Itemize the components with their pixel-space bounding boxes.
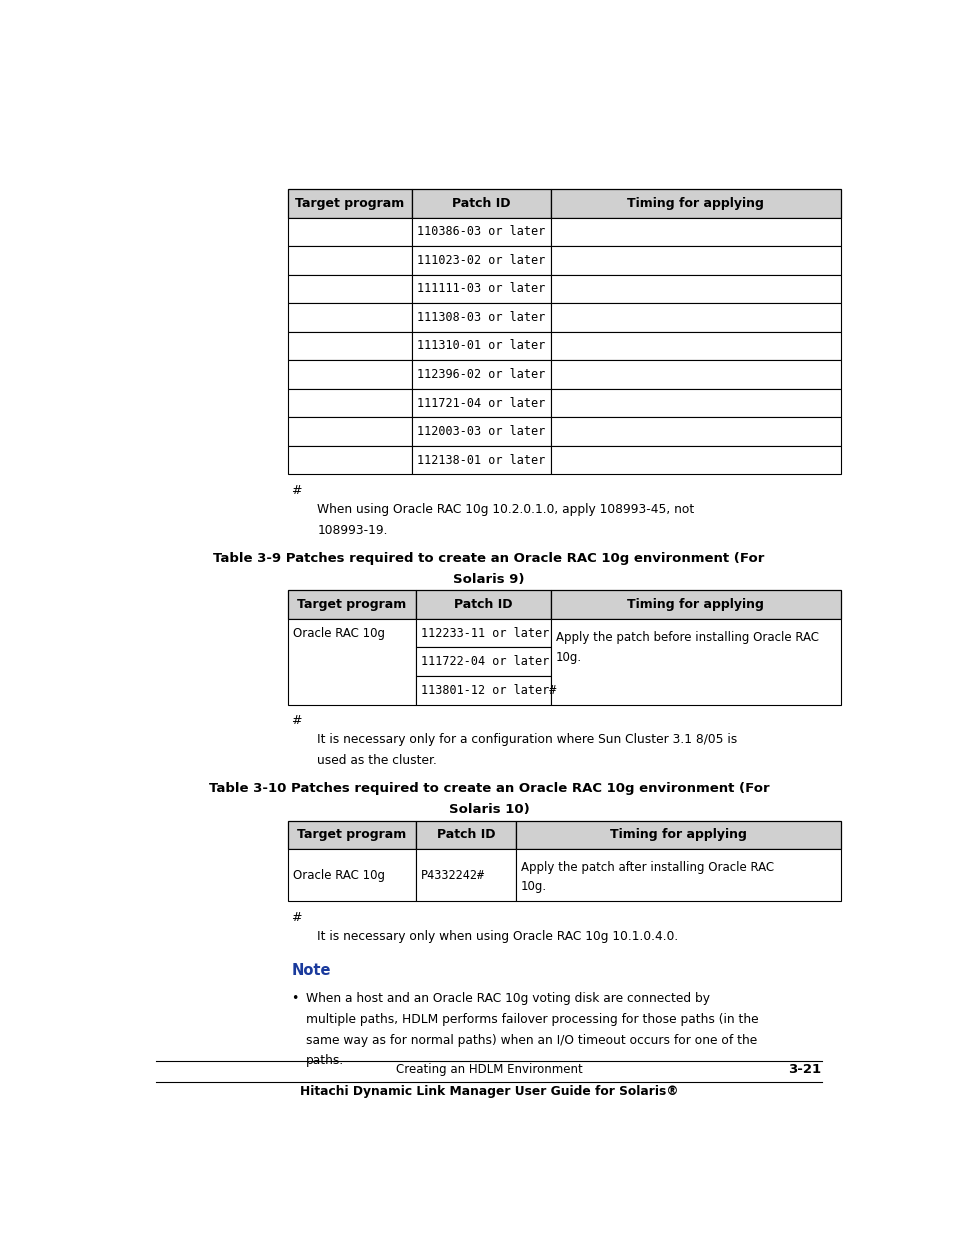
Text: P4332242#: P4332242# (420, 868, 484, 882)
FancyBboxPatch shape (516, 820, 840, 848)
Text: 10g.: 10g. (520, 881, 547, 893)
FancyBboxPatch shape (412, 189, 550, 217)
FancyBboxPatch shape (412, 361, 550, 389)
FancyBboxPatch shape (550, 446, 840, 474)
FancyBboxPatch shape (550, 189, 840, 217)
FancyBboxPatch shape (416, 848, 516, 902)
Text: used as the cluster.: used as the cluster. (317, 753, 436, 767)
FancyBboxPatch shape (288, 217, 412, 246)
FancyBboxPatch shape (288, 246, 412, 274)
Text: Hitachi Dynamic Link Manager User Guide for Solaris®: Hitachi Dynamic Link Manager User Guide … (299, 1084, 678, 1098)
Text: 108993-19.: 108993-19. (317, 524, 388, 537)
FancyBboxPatch shape (416, 820, 516, 848)
FancyBboxPatch shape (550, 332, 840, 361)
FancyBboxPatch shape (550, 274, 840, 304)
Text: 112138-01 or later: 112138-01 or later (417, 453, 545, 467)
FancyBboxPatch shape (416, 619, 550, 647)
FancyBboxPatch shape (288, 274, 412, 304)
Text: Patch ID: Patch ID (454, 598, 512, 611)
Text: 113801-12 or later#: 113801-12 or later# (420, 684, 556, 697)
FancyBboxPatch shape (288, 417, 412, 446)
FancyBboxPatch shape (550, 619, 840, 704)
FancyBboxPatch shape (412, 389, 550, 417)
Text: 111023-02 or later: 111023-02 or later (417, 254, 545, 267)
Text: Target program: Target program (296, 829, 406, 841)
Text: multiple paths, HDLM performs failover processing for those paths (in the: multiple paths, HDLM performs failover p… (306, 1013, 759, 1025)
Text: Apply the patch after installing Oracle RAC: Apply the patch after installing Oracle … (520, 861, 774, 874)
Text: Solaris 9): Solaris 9) (453, 573, 524, 587)
Text: 111310-01 or later: 111310-01 or later (417, 340, 545, 352)
FancyBboxPatch shape (288, 820, 416, 848)
FancyBboxPatch shape (412, 332, 550, 361)
FancyBboxPatch shape (288, 189, 412, 217)
FancyBboxPatch shape (416, 676, 550, 704)
FancyBboxPatch shape (288, 590, 416, 619)
Text: Timing for applying: Timing for applying (626, 196, 763, 210)
FancyBboxPatch shape (412, 274, 550, 304)
Text: It is necessary only for a configuration where Sun Cluster 3.1 8/05 is: It is necessary only for a configuration… (317, 734, 737, 746)
Text: 111111-03 or later: 111111-03 or later (417, 283, 545, 295)
FancyBboxPatch shape (516, 848, 840, 902)
Text: #: # (292, 714, 302, 727)
FancyBboxPatch shape (288, 389, 412, 417)
Text: 112233-11 or later: 112233-11 or later (420, 626, 549, 640)
FancyBboxPatch shape (416, 590, 550, 619)
FancyBboxPatch shape (288, 332, 412, 361)
Text: 110386-03 or later: 110386-03 or later (417, 225, 545, 238)
Text: Note: Note (292, 963, 331, 978)
FancyBboxPatch shape (288, 361, 412, 389)
FancyBboxPatch shape (412, 446, 550, 474)
FancyBboxPatch shape (550, 304, 840, 332)
Text: •: • (292, 992, 298, 1005)
FancyBboxPatch shape (288, 619, 416, 704)
Text: Target program: Target program (295, 196, 404, 210)
FancyBboxPatch shape (550, 217, 840, 246)
Text: Apply the patch before installing Oracle RAC: Apply the patch before installing Oracle… (555, 631, 818, 643)
Text: It is necessary only when using Oracle RAC 10g 10.1.0.4.0.: It is necessary only when using Oracle R… (317, 930, 678, 942)
Text: #: # (292, 911, 302, 924)
FancyBboxPatch shape (550, 417, 840, 446)
Text: 111721-04 or later: 111721-04 or later (417, 396, 545, 410)
Text: paths.: paths. (306, 1055, 344, 1067)
FancyBboxPatch shape (412, 217, 550, 246)
Text: Timing for applying: Timing for applying (626, 598, 763, 611)
Text: Oracle RAC 10g: Oracle RAC 10g (293, 868, 385, 882)
Text: When a host and an Oracle RAC 10g voting disk are connected by: When a host and an Oracle RAC 10g voting… (306, 992, 710, 1005)
FancyBboxPatch shape (412, 246, 550, 274)
Text: Patch ID: Patch ID (436, 829, 495, 841)
FancyBboxPatch shape (550, 389, 840, 417)
Text: Solaris 10): Solaris 10) (448, 804, 529, 816)
Text: Patch ID: Patch ID (452, 196, 510, 210)
FancyBboxPatch shape (288, 848, 416, 902)
Text: 3-21: 3-21 (788, 1063, 821, 1076)
Text: 111722-04 or later: 111722-04 or later (420, 656, 549, 668)
FancyBboxPatch shape (550, 361, 840, 389)
Text: 112396-02 or later: 112396-02 or later (417, 368, 545, 382)
FancyBboxPatch shape (416, 647, 550, 676)
Text: When using Oracle RAC 10g 10.2.0.1.0, apply 108993-45, not: When using Oracle RAC 10g 10.2.0.1.0, ap… (317, 503, 694, 516)
Text: #: # (292, 484, 302, 496)
Text: Target program: Target program (296, 598, 406, 611)
Text: 112003-03 or later: 112003-03 or later (417, 425, 545, 438)
FancyBboxPatch shape (412, 417, 550, 446)
Text: 10g.: 10g. (555, 651, 581, 664)
FancyBboxPatch shape (412, 304, 550, 332)
Text: Oracle RAC 10g: Oracle RAC 10g (293, 626, 385, 640)
FancyBboxPatch shape (550, 246, 840, 274)
Text: Creating an HDLM Environment: Creating an HDLM Environment (395, 1063, 581, 1076)
Text: same way as for normal paths) when an I/O timeout occurs for one of the: same way as for normal paths) when an I/… (306, 1034, 757, 1046)
FancyBboxPatch shape (550, 590, 840, 619)
FancyBboxPatch shape (288, 446, 412, 474)
Text: Table 3-9 Patches required to create an Oracle RAC 10g environment (For: Table 3-9 Patches required to create an … (213, 552, 763, 566)
Text: Timing for applying: Timing for applying (609, 829, 746, 841)
FancyBboxPatch shape (288, 304, 412, 332)
Text: 111308-03 or later: 111308-03 or later (417, 311, 545, 324)
Text: Table 3-10 Patches required to create an Oracle RAC 10g environment (For: Table 3-10 Patches required to create an… (209, 783, 768, 795)
